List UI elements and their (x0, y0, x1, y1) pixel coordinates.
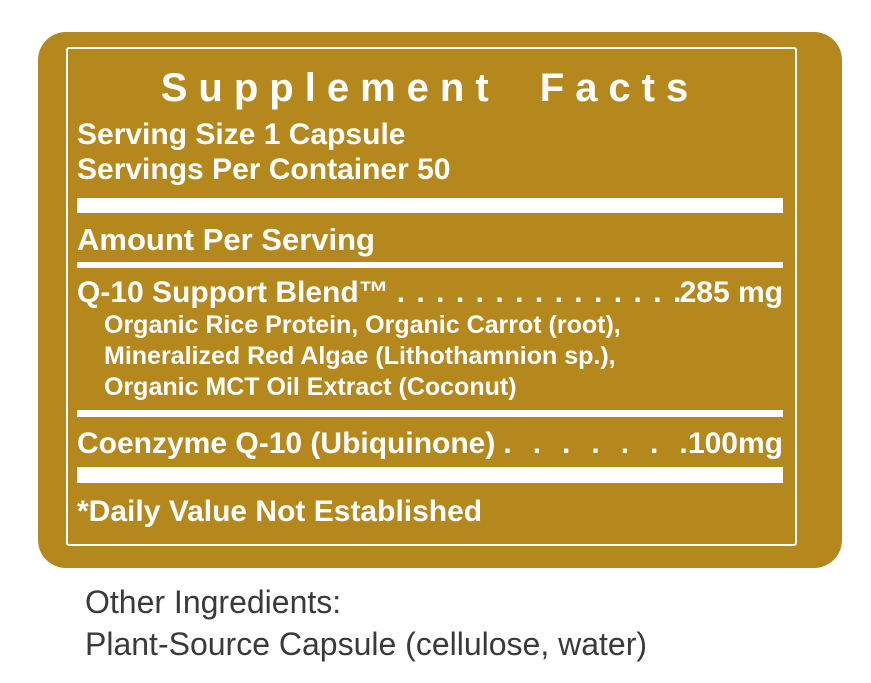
blend-component: Organic Rice Protein, Organic Carrot (ro… (104, 311, 621, 339)
blend-name: Q-10 Support Blend™ (77, 276, 389, 309)
divider-thin-1 (77, 262, 783, 268)
serving-size: Serving Size 1 Capsule (77, 118, 406, 151)
other-ingredients-body: Plant-Source Capsule (cellulose, water) (85, 626, 648, 662)
divider-thin-2 (77, 410, 783, 417)
coenzyme-dot-leader: ........ (503, 427, 688, 460)
blend-dot-leader: ............... (396, 276, 680, 309)
daily-value-footnote: *Daily Value Not Established (77, 495, 483, 528)
blend-row: Q-10 Support Blend™ ............... 285 … (77, 275, 783, 310)
servings-per-container: Servings Per Container 50 (77, 153, 451, 186)
other-ingredients-heading: Other Ingredients: (85, 584, 342, 620)
panel-content: Supplement Facts Serving Size 1 Capsule … (68, 49, 795, 544)
coenzyme-row: Coenzyme Q-10 (Ubiquinone) ........ 100m… (77, 426, 783, 461)
divider-thick-bottom (77, 467, 783, 483)
coenzyme-amount: 100mg (687, 427, 783, 460)
blend-component: Organic MCT Oil Extract (Coconut) (104, 373, 517, 401)
panel-inner-border: Supplement Facts Serving Size 1 Capsule … (66, 47, 797, 546)
blend-amount: 285 mg (679, 276, 783, 309)
panel-title: Supplement Facts (160, 66, 700, 110)
blend-component: Mineralized Red Algae (Lithothamnion sp.… (104, 342, 616, 370)
divider-thick-top (77, 198, 783, 213)
coenzyme-name: Coenzyme Q-10 (Ubiquinone) (77, 427, 496, 460)
amount-per-serving-header: Amount Per Serving (77, 222, 375, 257)
other-ingredients-section: Other Ingredients: Plant-Source Capsule … (85, 581, 647, 665)
supplement-facts-panel: Supplement Facts Serving Size 1 Capsule … (38, 32, 842, 568)
